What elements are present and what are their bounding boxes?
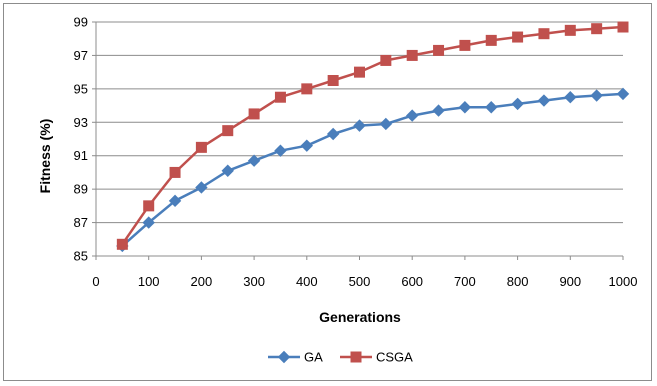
data-point-ga — [353, 119, 366, 132]
x-tick-label: 600 — [401, 274, 423, 289]
data-point-ga — [511, 97, 524, 111]
x-tick-label: 900 — [559, 274, 581, 289]
legend: GA CSGA — [268, 350, 413, 365]
data-point-ga — [168, 194, 182, 208]
legend-item-ga: GA — [268, 350, 323, 365]
y-tick-label: 95 — [74, 81, 88, 96]
legend-item-csga: CSGA — [340, 350, 413, 365]
y-tick-label: 93 — [74, 115, 88, 130]
data-point-ga — [537, 94, 551, 107]
x-tick-label: 500 — [349, 274, 371, 289]
data-point-csga — [433, 44, 445, 56]
x-tick-labels: 0 100 200 300 400 500 600 700 800 900 1000 — [92, 274, 637, 289]
data-point-csga — [274, 91, 286, 103]
data-point-csga — [222, 125, 234, 137]
data-point-csga — [512, 31, 524, 43]
legend-label: GA — [304, 350, 323, 365]
x-tick-label: 1000 — [609, 274, 638, 289]
data-point-csga — [195, 141, 207, 153]
x-tick-label: 0 — [92, 274, 99, 289]
y-tick-label: 99 — [74, 15, 88, 30]
x-tick-label: 400 — [296, 274, 318, 289]
legend-swatch-marker — [350, 351, 362, 363]
data-point-csga — [354, 66, 365, 78]
legend-label: CSGA — [376, 350, 413, 365]
data-point-csga — [459, 39, 471, 51]
y-axis-title: Fitness (%) — [37, 119, 53, 194]
series-line-ga — [121, 92, 624, 247]
data-point-ga — [616, 87, 630, 101]
chart-frame — [3, 3, 652, 381]
grid-lines — [96, 21, 623, 257]
axes — [92, 21, 624, 260]
data-point-csga — [248, 108, 260, 120]
data-point-csga — [591, 23, 603, 35]
data-point-ga — [405, 109, 419, 122]
data-point-csga — [538, 28, 550, 40]
y-tick-label: 85 — [74, 249, 88, 264]
series-csga — [116, 21, 629, 250]
x-tick-label: 700 — [454, 274, 476, 289]
y-tick-label: 89 — [74, 182, 88, 197]
data-point-ga — [142, 216, 155, 229]
data-point-ga — [326, 127, 340, 141]
y-tick-label: 97 — [74, 48, 88, 63]
data-point-ga — [300, 139, 314, 152]
data-point-csga — [564, 24, 576, 36]
data-point-csga — [485, 34, 497, 46]
data-point-csga — [301, 83, 313, 95]
legend-swatch-marker — [277, 350, 291, 364]
data-point-ga — [247, 154, 261, 167]
data-point-ga — [564, 91, 577, 104]
series-line-csga — [121, 25, 624, 246]
data-point-csga — [617, 21, 629, 33]
y-tick-label: 91 — [74, 148, 88, 163]
data-point-ga — [485, 101, 498, 114]
x-tick-label: 100 — [138, 274, 160, 289]
data-point-csga — [327, 75, 339, 86]
data-point-csga — [406, 49, 418, 61]
data-point-ga — [221, 164, 234, 177]
x-tick-label: 800 — [507, 274, 529, 289]
data-point-ga — [432, 104, 445, 117]
series-ga — [116, 87, 630, 253]
data-point-csga — [169, 166, 181, 178]
y-tick-label: 87 — [74, 215, 88, 230]
data-point-csga — [143, 200, 155, 212]
y-tick-labels: 85 87 89 91 93 95 97 99 — [74, 15, 88, 264]
x-axis-title: Generations — [319, 309, 401, 325]
data-point-ga — [274, 144, 287, 157]
x-tick-label: 200 — [191, 274, 213, 289]
data-point-csga — [380, 54, 392, 66]
data-point-ga — [590, 89, 603, 102]
data-point-ga — [458, 101, 472, 114]
x-tick-label: 300 — [243, 274, 265, 289]
series-group — [116, 21, 630, 253]
data-point-ga — [195, 181, 208, 194]
data-point-csga — [116, 238, 128, 250]
data-point-ga — [379, 117, 393, 131]
